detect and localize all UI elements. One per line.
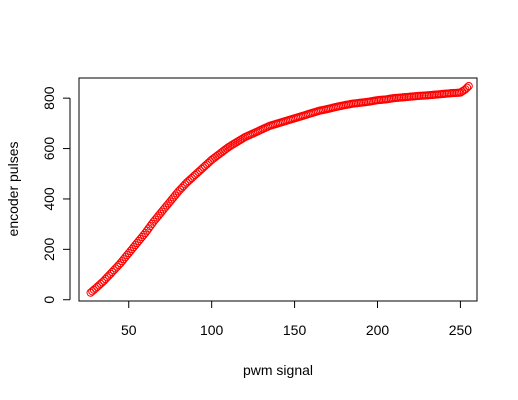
y-tick-label: 600 xyxy=(41,137,57,161)
x-tick-label: 150 xyxy=(283,322,307,338)
data-points xyxy=(86,81,473,297)
y-tick-label: 400 xyxy=(41,187,57,211)
data-point xyxy=(464,81,473,91)
x-tick-label: 50 xyxy=(121,322,137,338)
data-point xyxy=(462,83,472,92)
y-tick-label: 0 xyxy=(41,296,57,304)
x-tick-label: 250 xyxy=(449,322,473,338)
x-tick-label: 200 xyxy=(366,322,390,338)
x-axis-label: pwm signal xyxy=(243,362,313,378)
y-tick-label: 800 xyxy=(41,86,57,110)
x-tick-label: 100 xyxy=(200,322,224,338)
y-axis-label: encoder pulses xyxy=(5,142,21,237)
y-axis: 0 200 400 600 800 xyxy=(41,86,71,304)
x-axis: 50 100 150 200 250 xyxy=(121,300,473,338)
y-tick-label: 200 xyxy=(41,237,57,261)
